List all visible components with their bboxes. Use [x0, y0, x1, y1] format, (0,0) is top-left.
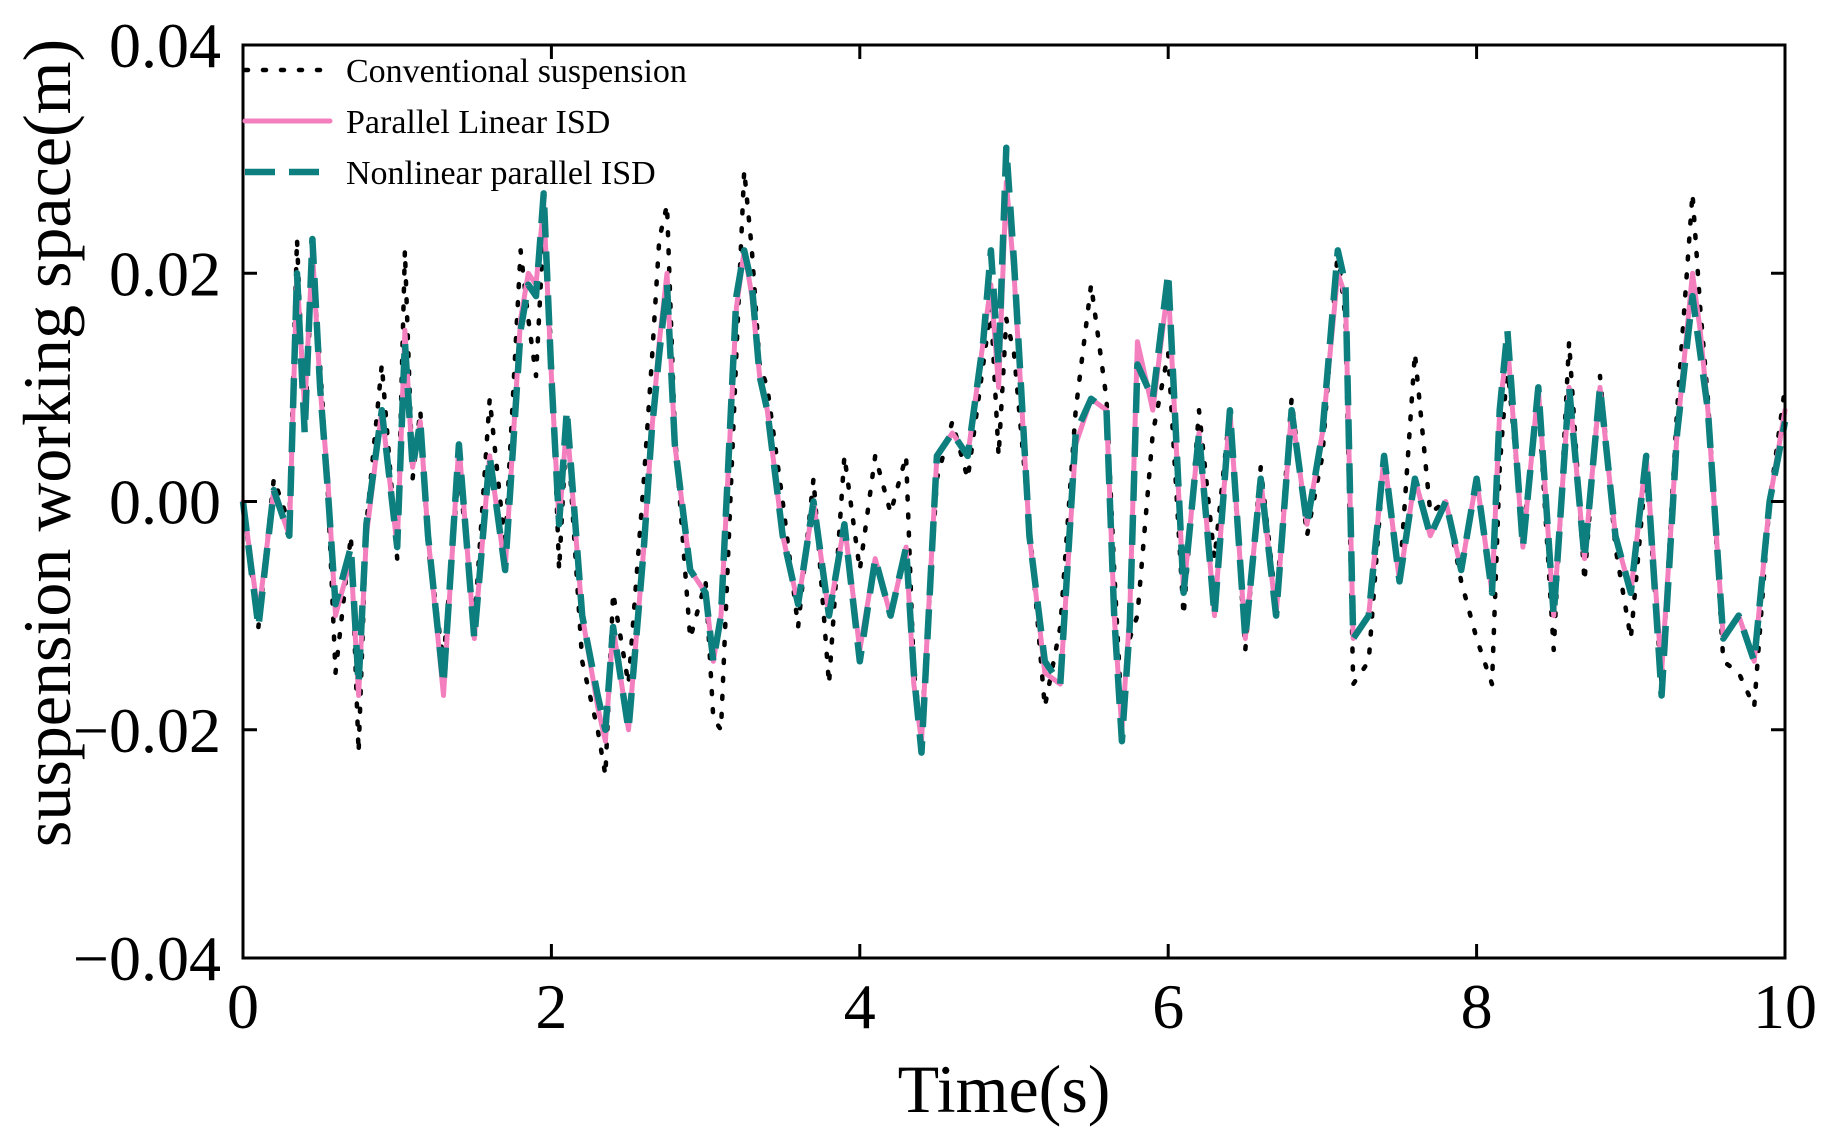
legend-label-1: Conventional suspension	[346, 53, 687, 90]
y-tick-label: −0.04	[73, 923, 221, 994]
series-line-3	[239, 144, 1789, 756]
legend-label-2: Parallel Linear ISD	[346, 104, 610, 141]
x-axis-title: Time(s)	[898, 1051, 1111, 1127]
tick-layer: 0 2 4 6 8 10 −0.04 −0.02 0.00 0.02 0.04	[73, 10, 1817, 1042]
x-tick-label: 10	[1753, 971, 1817, 1042]
x-tick-label: 0	[227, 971, 259, 1042]
x-tick-label: 2	[535, 971, 567, 1042]
x-tick-label: 6	[1152, 971, 1184, 1042]
y-tick-label: −0.02	[73, 695, 221, 766]
legend: Conventional suspension Parallel Linear I…	[242, 53, 687, 192]
y-tick-label: 0.00	[109, 467, 221, 538]
y-tick-label: 0.04	[109, 10, 221, 81]
x-tick-label: 4	[844, 971, 876, 1042]
y-axis-title: suspension working space(m)	[9, 39, 85, 847]
legend-label-3: Nonlinear parallel ISD	[346, 155, 656, 192]
y-tick-label: 0.02	[109, 238, 221, 309]
x-tick-label: 8	[1461, 971, 1493, 1042]
series-layer	[239, 144, 1789, 778]
